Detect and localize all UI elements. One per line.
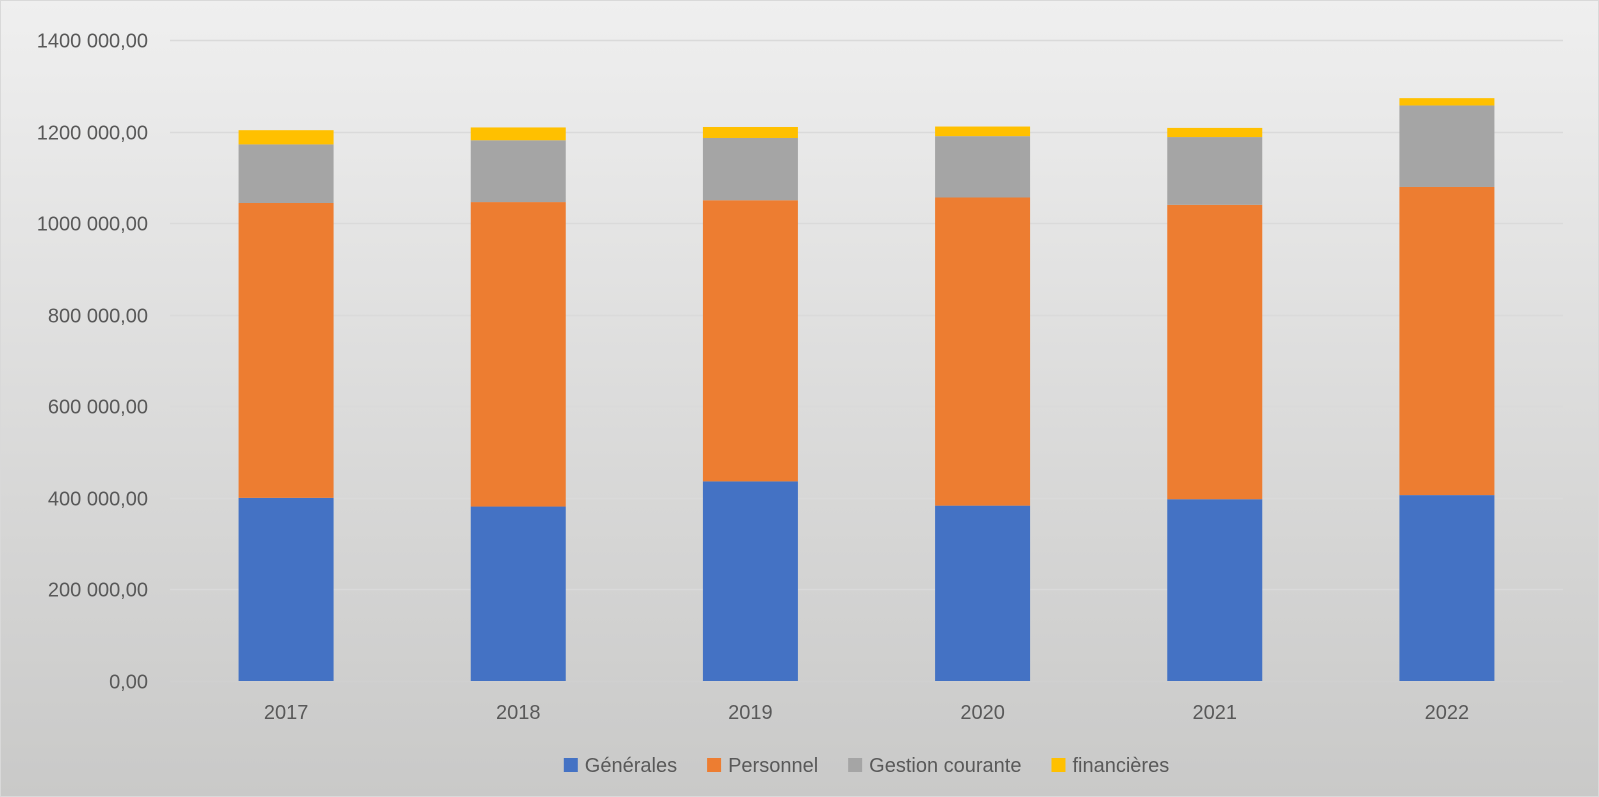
legend-label: Générales [585,755,677,777]
y-tick-label: 400 000,00 [48,489,148,511]
bar-segment [1167,137,1263,205]
legend: Générales Personnel Gestion courante financ… [563,755,1169,777]
x-tick-label: 2020 [960,702,1005,724]
bar-segment [1399,98,1495,106]
legend-item: Générales [563,755,677,777]
bar-stack-2018 [470,127,566,681]
bar-segment [702,481,798,681]
y-tick-label: 1400 000,00 [37,31,148,53]
legend-item: financières [1051,755,1169,777]
x-tick-label: 2017 [264,702,309,724]
bar-segment [238,497,334,681]
bar-segment [702,137,798,201]
bar-segment [1399,495,1495,681]
legend-item: Personnel [707,755,818,777]
bar-stack-2022 [1399,98,1495,681]
legend-swatch [848,758,863,772]
legend-label: Personnel [728,755,818,777]
y-axis-tick-labels: 0,00 200 000,00 400 000,00 600 000,00 800 00… [37,31,148,694]
y-tick-label: 1200 000,00 [37,123,148,145]
bar-segment [702,200,798,482]
y-tick-label: 1000 000,00 [37,214,148,236]
bar-segment [238,202,334,498]
y-tick-label: 800 000,00 [48,306,148,328]
bar-segment [702,126,798,138]
y-tick-label: 600 000,00 [48,397,148,419]
bar-segment [935,505,1031,681]
x-tick-label: 2019 [728,702,773,724]
x-axis-tick-labels: 2017 2018 2019 2020 2021 2022 [264,702,1469,724]
bar-segment [238,130,334,145]
bar-segment [1399,105,1495,187]
legend-label: financières [1072,755,1169,777]
bar-segment [1167,204,1263,500]
bar-segment [1167,127,1263,138]
y-tick-label: 200 000,00 [48,580,148,602]
bar-segment [935,197,1031,506]
bar-stack-2021 [1167,127,1263,681]
legend-label: Gestion courante [869,755,1021,777]
bar-segment [470,127,566,141]
legend-item: Gestion courante [848,755,1021,777]
x-tick-label: 2021 [1193,702,1238,724]
bar-segment [470,506,566,681]
bars [238,98,1495,681]
y-tick-label: 0,00 [109,672,148,694]
bar-segment [1167,499,1263,681]
bar-stack-2020 [935,126,1031,681]
bar-segment [935,126,1031,137]
legend-swatch [1051,758,1066,772]
bar-stack-2019 [702,126,798,681]
bar-segment [238,144,334,203]
gridlines [170,39,1563,683]
x-tick-label: 2022 [1425,702,1470,724]
legend-swatch [707,758,722,772]
bar-segment [1399,186,1495,496]
legend-swatch [563,758,578,772]
bar-segment [470,140,566,203]
bar-segment [470,202,566,507]
bar-segment [935,136,1031,198]
bar-stack-2017 [238,130,334,681]
x-tick-label: 2018 [496,702,541,724]
